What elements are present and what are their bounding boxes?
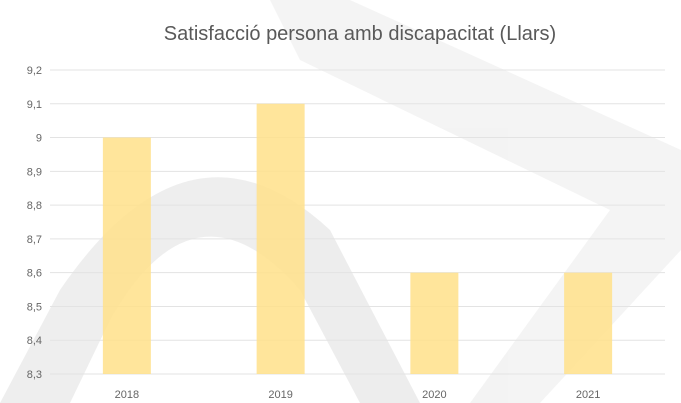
y-axis-ticks: 8,3 8,4 8,5 8,6 8,7 8,8 8,9 9 9,1 9,2 [27,65,42,381]
chart-title: Satisfacció persona amb discapacitat (Ll… [164,23,556,45]
y-tick-label: 8,3 [27,369,42,381]
x-tick-label: 2019 [268,389,292,401]
y-tick-label: 8,5 [27,301,42,313]
y-tick-label: 9 [36,133,42,145]
x-tick-label: 2021 [576,389,600,401]
x-tick-label: 2020 [422,389,446,401]
gridlines [50,69,665,375]
x-axis-ticks: 2018 2019 2020 2021 [115,389,601,401]
y-tick-label: 8,9 [27,166,42,178]
y-tick-label: 8,6 [27,268,42,280]
bar-2018 [102,137,151,374]
bars [102,103,613,375]
y-tick-label: 8,4 [27,335,42,347]
bar-2021 [564,272,613,374]
y-tick-label: 9,2 [27,65,42,77]
y-tick-label: 8,8 [27,200,42,212]
bar-2020 [410,272,459,374]
x-tick-label: 2018 [115,389,139,401]
y-tick-label: 8,7 [27,234,42,246]
y-tick-label: 9,1 [27,99,42,111]
bar-2019 [256,103,305,375]
